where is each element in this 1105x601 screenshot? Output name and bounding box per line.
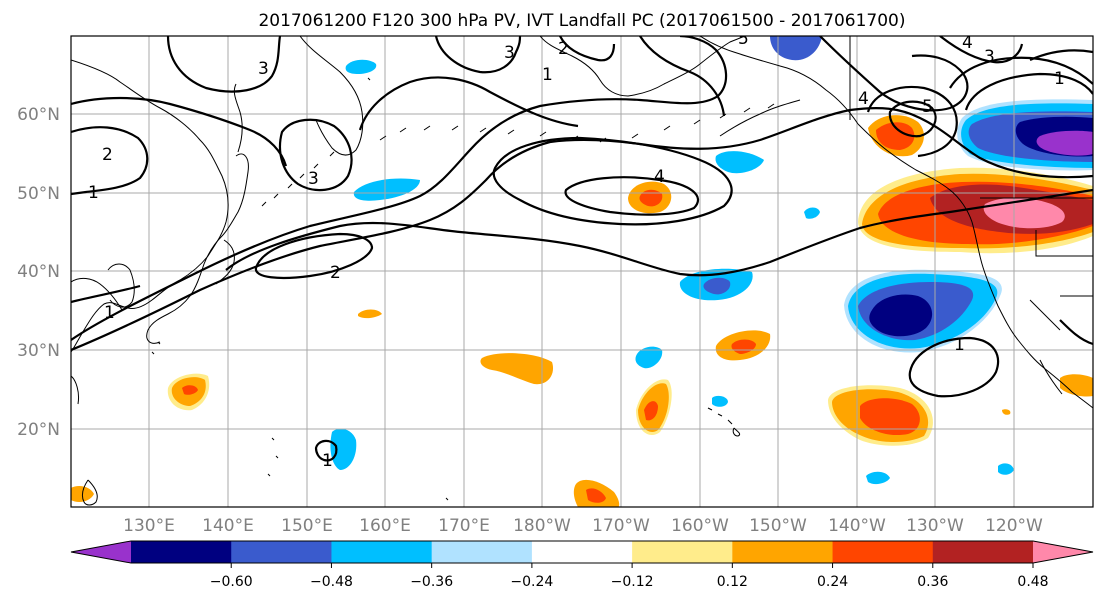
- colorbar-tick-label: 0.24: [817, 574, 848, 590]
- negative-anomaly-region: [703, 277, 731, 295]
- lon-label: 150°W: [749, 516, 807, 536]
- negative-anomaly-region: [1036, 130, 1093, 156]
- colorbar-segment: [431, 541, 533, 563]
- negative-anomaly-region: [804, 207, 820, 219]
- negative-anomaly-region: [635, 346, 663, 369]
- contour-label: 1: [542, 65, 553, 85]
- colorbar-segment: [632, 541, 733, 563]
- positive-anomaly-region: [876, 122, 915, 150]
- negative-anomaly-region: [866, 471, 890, 485]
- colorbar-segment: [832, 541, 934, 563]
- colorbar-tick-label: −0.24: [510, 574, 553, 590]
- contour-label: 1: [322, 451, 333, 471]
- contour-label: 4: [654, 167, 665, 187]
- positive-anomaly-region: [860, 398, 920, 436]
- colorbar-ticks: −0.60 −0.48 −0.36 −0.24 −0.12 0.12 0.24 0.36 0.4…: [210, 563, 1049, 590]
- contour-label: 3: [504, 43, 515, 63]
- lat-label: 40°N: [17, 262, 60, 282]
- colorbar-tick-label: 0.48: [1017, 574, 1048, 590]
- colorbar-tick-label: −0.48: [310, 574, 353, 590]
- lat-label: 50°N: [17, 184, 60, 204]
- negative-anomaly-region: [712, 395, 728, 407]
- colorbar-segment: [732, 541, 834, 563]
- contour-label: 1: [1054, 69, 1065, 89]
- lat-label: 60°N: [17, 105, 60, 125]
- negative-anomaly-region: [330, 428, 357, 470]
- lat-label: 30°N: [17, 341, 60, 361]
- contour-label: 2: [330, 263, 341, 283]
- contour-label: 5: [738, 29, 749, 49]
- coastlines: [71, 36, 1093, 506]
- contour-label: 3: [984, 47, 995, 67]
- lat-label: 20°N: [17, 420, 60, 440]
- positive-anomaly-region: [639, 189, 663, 207]
- colorbar-segment: [231, 541, 332, 563]
- contour-label: 3: [308, 169, 319, 189]
- negative-anomaly-region: [345, 59, 377, 74]
- positive-anomaly-region: [1060, 374, 1093, 397]
- map-panel: 3 2 1 3 2 1 4 5 3 1 2 1 1 3 4 4 5 1: [71, 29, 1093, 507]
- colorbar-outline: [70, 540, 1094, 564]
- colorbar-segment: [331, 541, 433, 563]
- positive-anomaly-region: [480, 353, 554, 385]
- positive-anomaly-region: [1002, 409, 1011, 415]
- contour-label: 4: [962, 33, 973, 53]
- contour-label: 5: [922, 97, 933, 117]
- negative-anomaly-region: [770, 36, 822, 61]
- positive-anomaly-region: [983, 197, 1065, 229]
- latitude-labels: 60°N 50°N 40°N 30°N 20°N: [17, 105, 60, 440]
- lon-label: 120°W: [985, 516, 1043, 536]
- map-gridlines: [71, 36, 1093, 507]
- lon-label: 150°E: [281, 516, 333, 536]
- lon-label: 160°E: [359, 516, 411, 536]
- contour-label: 2: [558, 39, 569, 59]
- contour-label: 4: [858, 89, 869, 109]
- contour-label: 2: [102, 145, 113, 165]
- colorbar: [70, 540, 1094, 564]
- pv-contours: [71, 36, 1093, 462]
- lon-label: 140°W: [828, 516, 886, 536]
- contour-labels: 3 2 1 3 2 1 4 5 3 1 2 1 1 3 4 4 5 1: [88, 29, 1065, 471]
- lon-label: 130°E: [123, 516, 175, 536]
- lon-label: 170°W: [592, 516, 650, 536]
- lon-label: 160°W: [671, 516, 729, 536]
- shaded-ivt-anomalies: [71, 36, 1093, 507]
- colorbar-tick-label: 0.12: [717, 574, 748, 590]
- colorbar-tick-label: −0.36: [410, 574, 453, 590]
- colorbar-tick-label: −0.60: [210, 574, 253, 590]
- negative-anomaly-region: [998, 463, 1014, 475]
- positive-anomaly-region: [644, 401, 658, 421]
- contour-label: 1: [88, 183, 99, 203]
- contour-label: 3: [258, 59, 269, 79]
- contour-label: 1: [954, 335, 965, 355]
- colorbar-extend-min: [71, 541, 131, 563]
- contour-label: 1: [104, 303, 115, 323]
- map-frame: [70, 35, 1094, 508]
- negative-anomaly-region: [353, 178, 420, 201]
- lon-label: 140°E: [202, 516, 254, 536]
- colorbar-segment: [531, 541, 633, 563]
- longitude-labels: 130°E 140°E 150°E 160°E 170°E 180°W 170°…: [123, 516, 1043, 536]
- negative-anomaly-region: [715, 151, 764, 174]
- colorbar-tick-label: 0.36: [917, 574, 948, 590]
- lon-label: 180°W: [513, 516, 571, 536]
- lon-label: 170°E: [438, 516, 490, 536]
- positive-anomaly-region: [586, 488, 606, 503]
- colorbar-segment: [131, 541, 232, 563]
- colorbar-extend-max: [1033, 541, 1093, 563]
- colorbar-tick-label: −0.12: [611, 574, 654, 590]
- positive-anomaly-region: [182, 385, 198, 395]
- figure-title: 2017061200 F120 300 hPa PV, IVT Landfall…: [258, 11, 905, 31]
- lon-label: 130°W: [906, 516, 964, 536]
- negative-anomaly-region: [869, 294, 933, 337]
- positive-anomaly-region: [358, 309, 382, 319]
- colorbar-segment: [932, 541, 1034, 563]
